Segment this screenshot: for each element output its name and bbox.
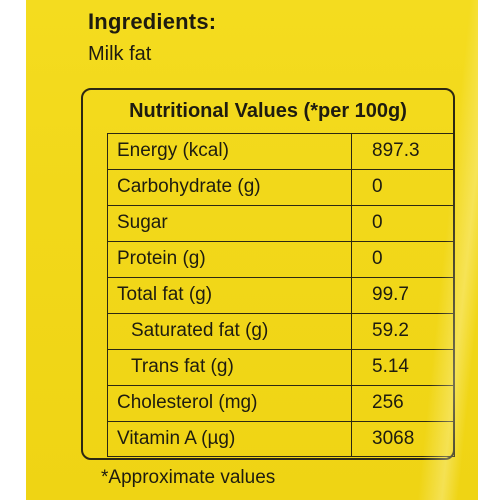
row-label: Trans fat (g) — [107, 350, 352, 385]
row-value: 897.3 — [372, 140, 420, 161]
row-value: 3068 — [372, 428, 415, 449]
table-row: Sugar 0 — [107, 205, 455, 241]
row-value: 5.14 — [372, 356, 409, 377]
table-row: Protein (g) 0 — [107, 241, 455, 277]
ingredients-heading: Ingredients: — [88, 9, 217, 34]
ingredients-text: Milk fat — [88, 43, 152, 65]
table-grid-frame — [107, 133, 455, 457]
row-label: Vitamin A (µg) — [107, 422, 352, 456]
row-label: Saturated fat (g) — [107, 314, 352, 349]
footnote: *Approximate values — [101, 467, 276, 488]
row-label: Cholesterol (mg) — [107, 386, 352, 421]
table-row: Total fat (g) 99.7 — [107, 277, 455, 313]
table-row: Saturated fat (g) 59.2 — [107, 313, 455, 349]
label-panel: Ingredients: Milk fat Nutritional Values… — [26, 0, 478, 500]
row-value: 256 — [372, 392, 404, 413]
row-label: Sugar — [107, 206, 352, 241]
row-value: 0 — [372, 212, 383, 233]
row-label: Carbohydrate (g) — [107, 170, 352, 205]
row-label: Protein (g) — [107, 242, 352, 277]
table-row: Trans fat (g) 5.14 — [107, 349, 455, 385]
row-value: 0 — [372, 176, 383, 197]
row-label: Energy (kcal) — [107, 134, 352, 169]
table-row: Carbohydrate (g) 0 — [107, 169, 455, 205]
nutrition-table: Nutritional Values (*per 100g) Energy (k… — [81, 88, 455, 460]
table-row: Vitamin A (µg) 3068 — [107, 421, 455, 457]
row-value: 0 — [372, 248, 383, 269]
table-row: Energy (kcal) 897.3 — [107, 133, 455, 169]
row-label: Total fat (g) — [107, 278, 352, 313]
row-value: 99.7 — [372, 284, 409, 305]
table-row: Cholesterol (mg) 256 — [107, 385, 455, 421]
row-value: 59.2 — [372, 320, 409, 341]
nutrition-table-title: Nutritional Values (*per 100g) — [129, 100, 407, 122]
